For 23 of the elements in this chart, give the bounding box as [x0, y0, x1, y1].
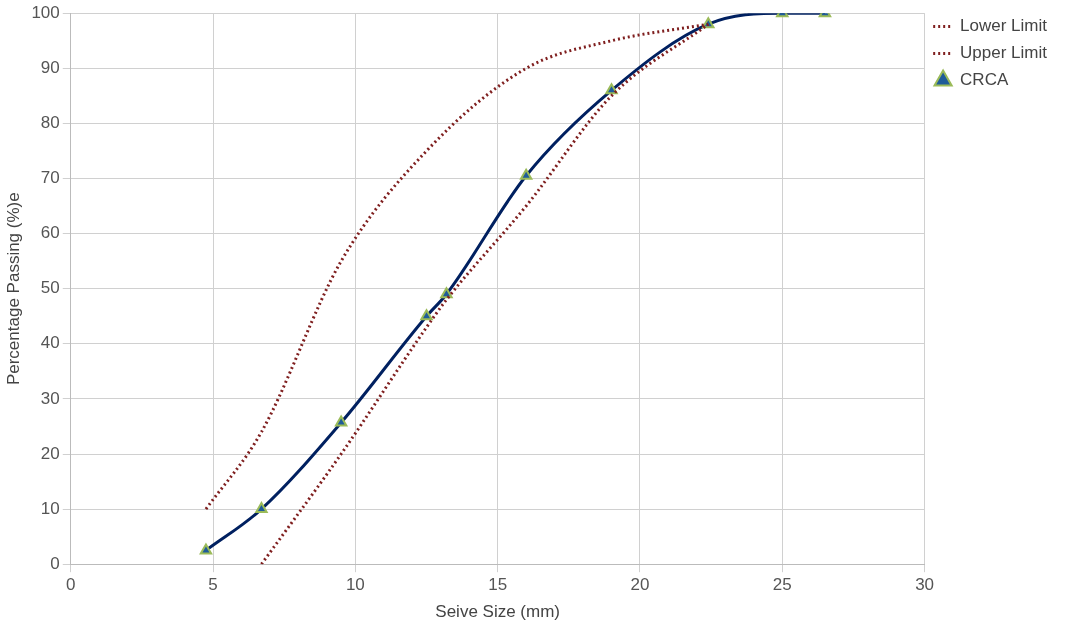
legend-label: Lower Limit: [960, 16, 1048, 36]
x-tick-label: 5: [208, 575, 218, 595]
x-tick-label: 0: [66, 575, 76, 595]
x-axis-title: Seive Size (mm): [435, 602, 561, 622]
legend-label: Upper Limit: [960, 43, 1048, 63]
y-tick-label: 90: [40, 57, 60, 77]
y-tick-label: 70: [40, 168, 60, 188]
x-tick-label: 10: [345, 575, 365, 595]
y-tick-label: 80: [40, 113, 60, 133]
legend-label: CRCA: [960, 70, 1009, 90]
x-tick-label: 30: [915, 575, 935, 595]
x-tick-label: 20: [630, 575, 650, 595]
y-tick-label: 20: [40, 443, 60, 463]
x-tick-label: 15: [488, 575, 508, 595]
y-tick-label: 40: [40, 333, 60, 353]
y-tick-label: 30: [40, 388, 60, 408]
y-tick-label: 100: [31, 2, 60, 22]
x-tick-label: 25: [772, 575, 792, 595]
y-tick-label: 60: [40, 223, 60, 243]
y-axis-title: Percentage Passing (%)e: [3, 192, 23, 386]
y-tick-label: 50: [40, 278, 60, 298]
y-tick-label: 0: [50, 553, 60, 573]
y-tick-label: 10: [40, 498, 60, 518]
